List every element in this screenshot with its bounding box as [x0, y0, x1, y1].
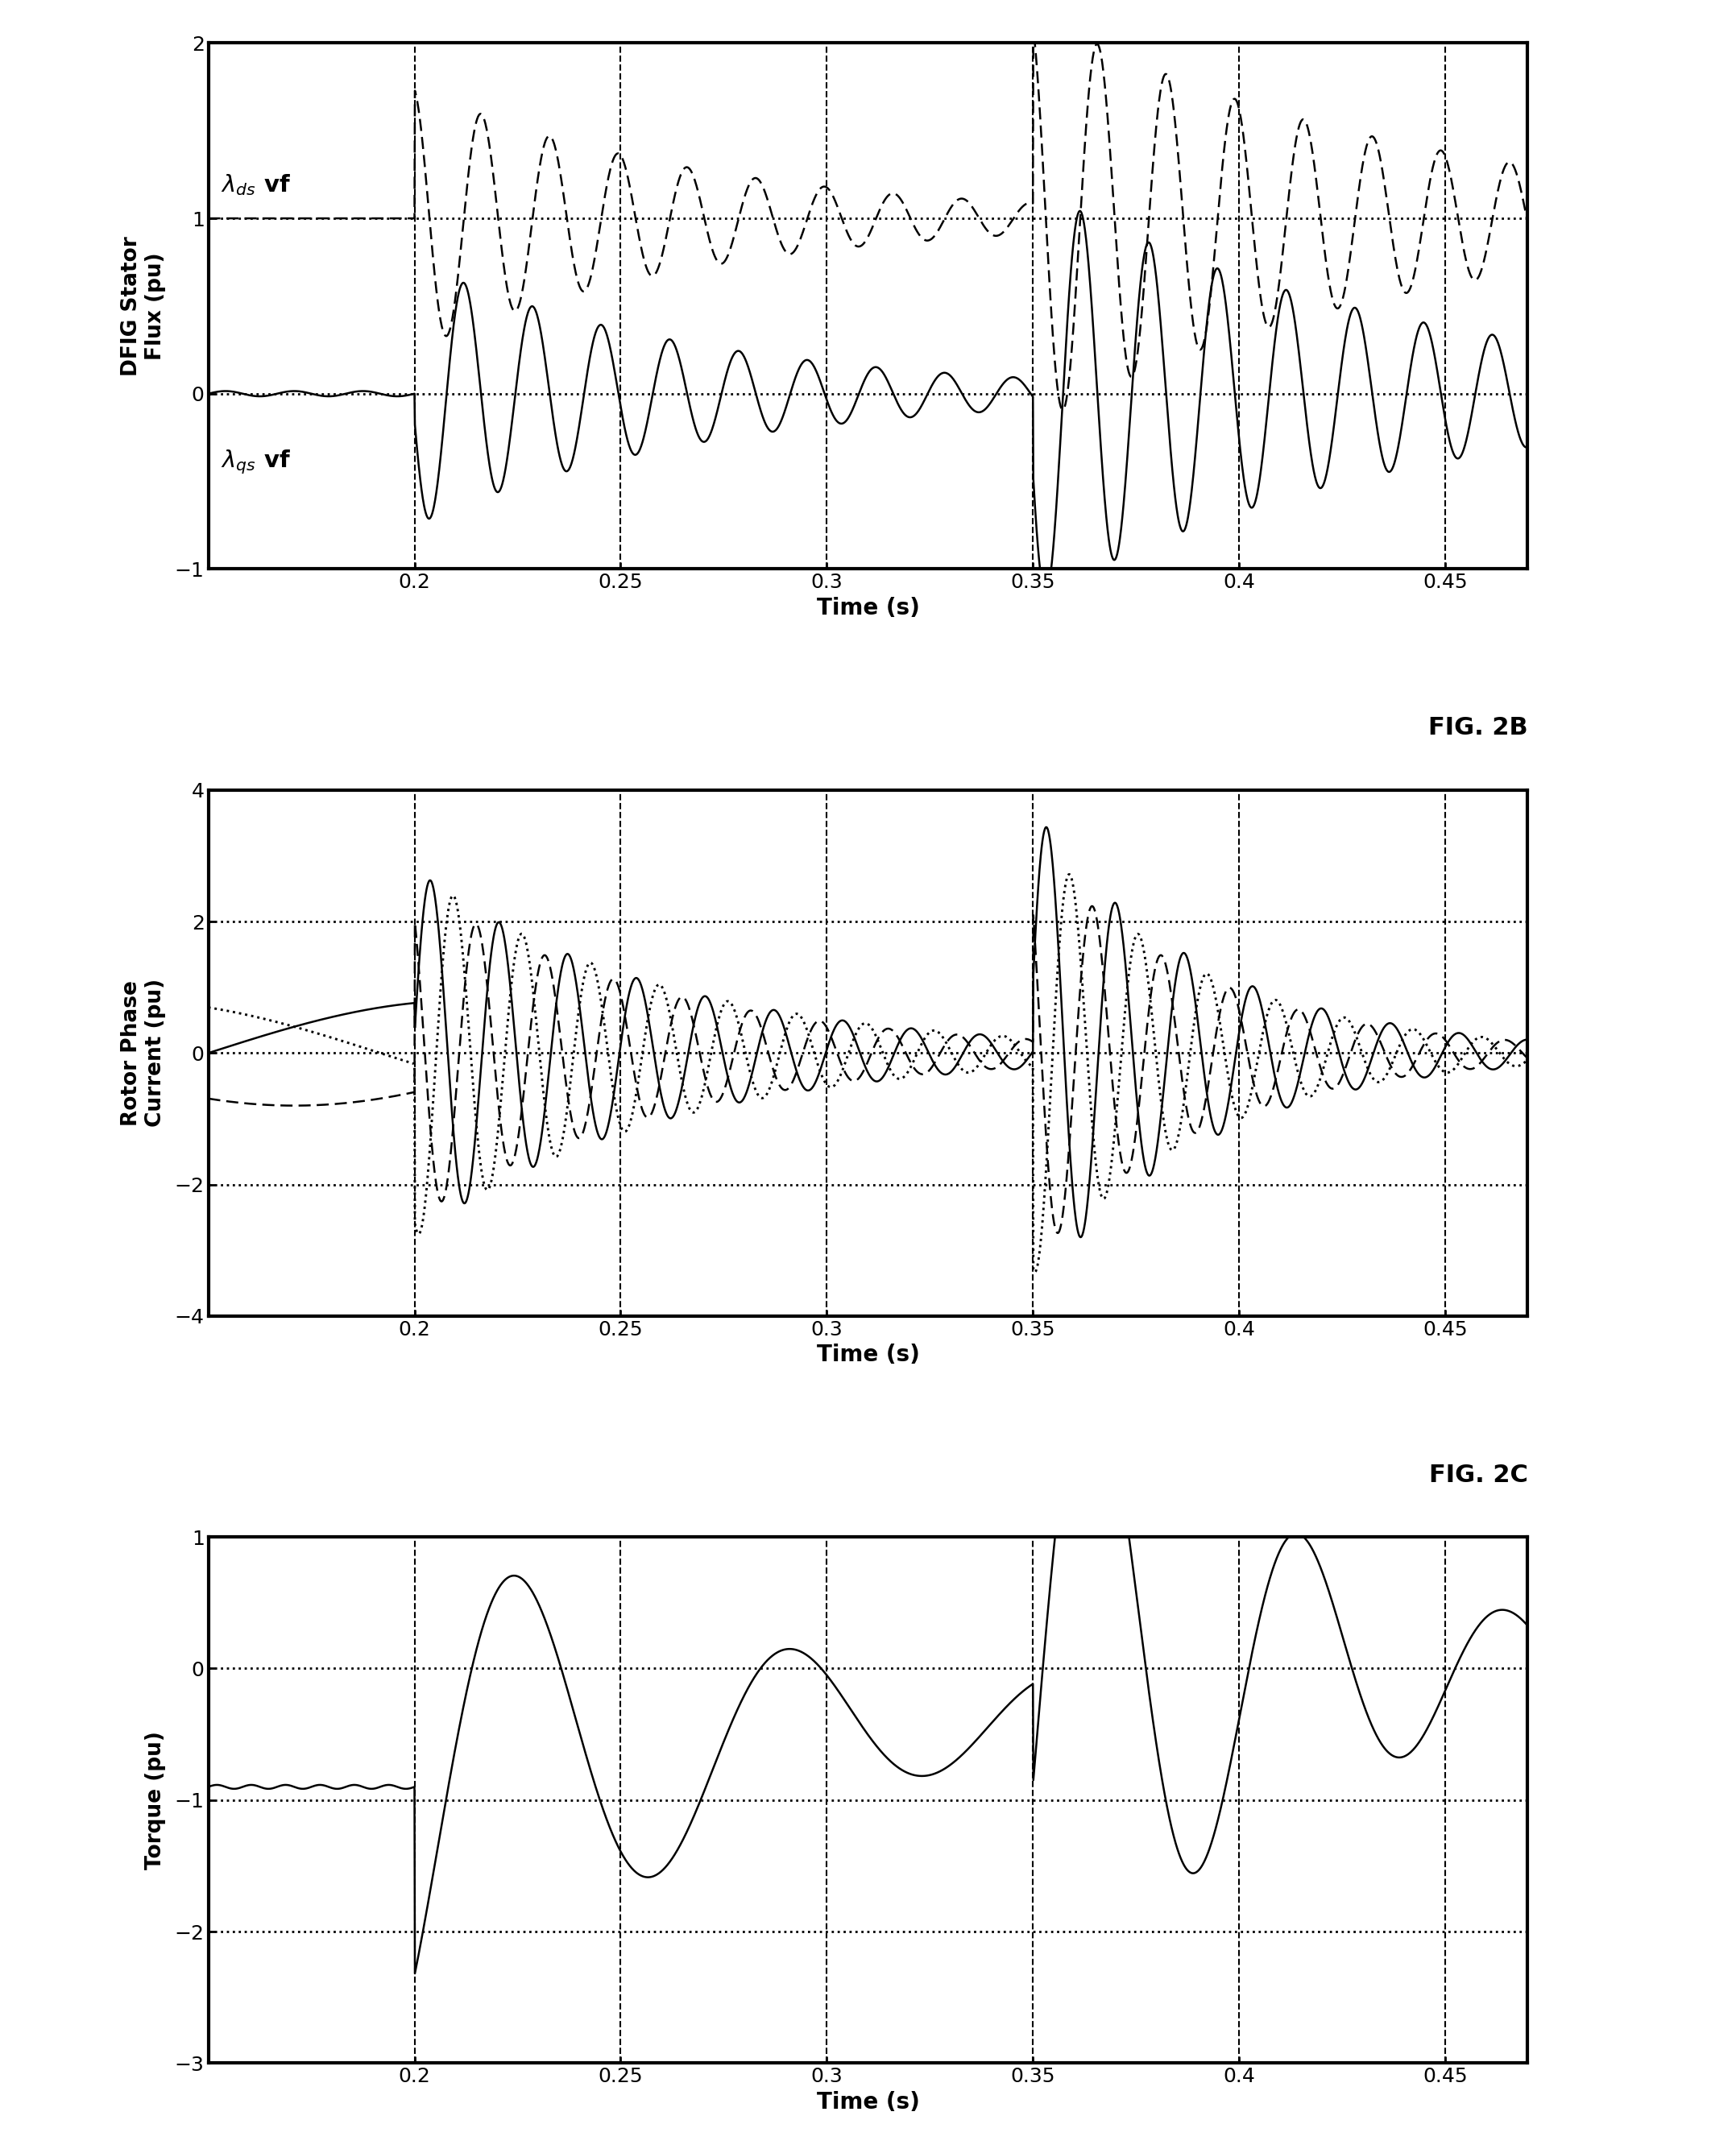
- Text: $\lambda_{ds}$ vf: $\lambda_{ds}$ vf: [220, 172, 290, 198]
- Y-axis label: DFIG Stator
Flux (pu): DFIG Stator Flux (pu): [120, 236, 165, 376]
- X-axis label: Time (s): Time (s): [816, 2091, 920, 2112]
- X-axis label: Time (s): Time (s): [816, 1343, 920, 1367]
- Text: FIG. 2B: FIG. 2B: [1429, 716, 1528, 739]
- Text: FIG. 2C: FIG. 2C: [1429, 1463, 1528, 1487]
- Y-axis label: Torque (pu): Torque (pu): [144, 1730, 165, 1870]
- Text: $\lambda_{qs}$ vf: $\lambda_{qs}$ vf: [220, 449, 290, 477]
- Y-axis label: Rotor Phase
Current (pu): Rotor Phase Current (pu): [120, 978, 165, 1128]
- X-axis label: Time (s): Time (s): [816, 597, 920, 619]
